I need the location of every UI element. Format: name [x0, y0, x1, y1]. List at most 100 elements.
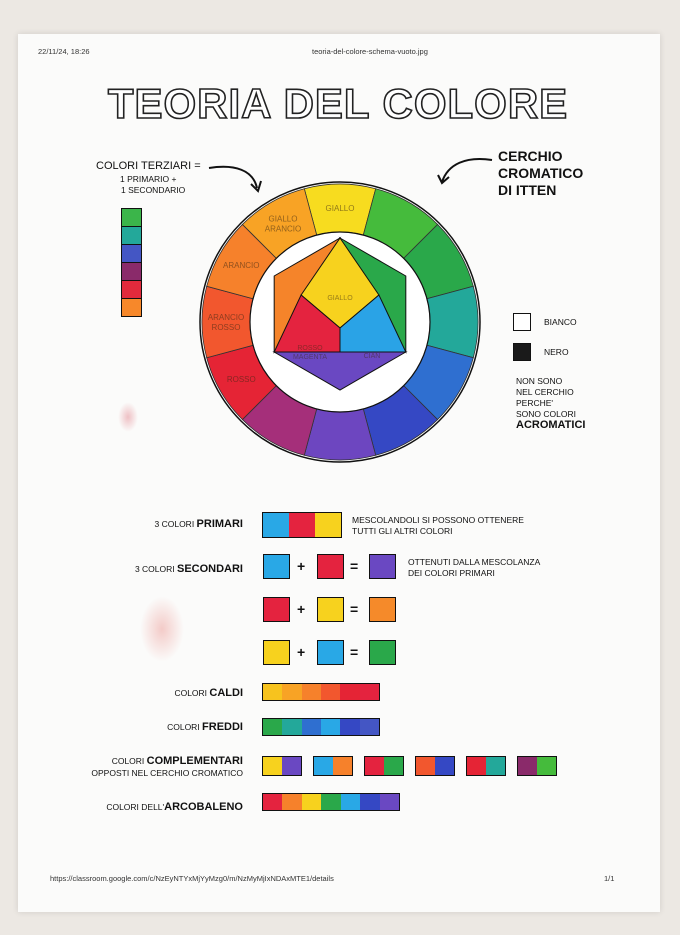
color-swatch — [340, 719, 360, 735]
color-swatch — [263, 719, 283, 735]
tertiary-line1: 1 PRIMARIO + — [120, 174, 177, 184]
cool-prefix: COLORI — [167, 722, 203, 732]
color-swatch — [315, 513, 341, 537]
hexagon-primary-label: MAGENTA — [293, 354, 327, 361]
color-swatch — [282, 794, 302, 810]
complementary-pair — [364, 756, 404, 776]
achromatic-note-4: SONO COLORI — [516, 409, 576, 419]
mix-result — [369, 640, 396, 665]
achromatic-note-2: NEL CERCHIO — [516, 387, 574, 397]
wheel-segment-label: ARANCIO — [265, 224, 301, 233]
complementary-pair — [313, 756, 353, 776]
color-swatch — [435, 757, 454, 775]
tertiary-swatch — [121, 262, 142, 281]
warm-label: COLORI CALDI — [174, 687, 243, 699]
mix-color-b — [317, 597, 344, 622]
color-swatch — [340, 684, 360, 700]
secondary-bold: SECONDARI — [176, 563, 243, 575]
complementary-pair — [517, 756, 557, 776]
wheel-segment-label: ARANCIO — [223, 261, 259, 270]
secondary-note: OTTENUTI DALLA MESCOLANZA DEI COLORI PRI… — [408, 557, 540, 579]
primary-label: 3 COLORI PRIMARI — [155, 518, 244, 530]
achromatic-note-1: NON SONO — [516, 376, 563, 386]
warm-prefix: COLORI — [174, 688, 210, 698]
hexagon-primary-triangle — [339, 294, 407, 353]
mix-color-a — [263, 554, 290, 579]
color-swatch — [314, 757, 333, 775]
plus-sign: + — [297, 558, 306, 574]
primary-prefix: 3 COLORI — [154, 519, 197, 529]
primary-note-1: MESCOLANDOLI SI POSSONO OTTENERE — [352, 515, 524, 525]
wheel-segment-label: GIALLO — [269, 214, 298, 223]
hexagon-primary-label: CIAN — [364, 353, 381, 360]
rainbow-colors-strip — [262, 793, 400, 811]
color-swatch — [263, 794, 283, 810]
color-swatch — [379, 794, 399, 810]
page-title: TEORIA DEL COLORE — [107, 79, 568, 126]
color-swatch — [384, 757, 403, 775]
white-swatch — [513, 313, 531, 331]
equals-sign: = — [350, 644, 359, 660]
color-swatch — [518, 757, 537, 775]
color-swatch — [359, 684, 379, 700]
wheel-segment-label: ROSSO — [212, 323, 241, 332]
svg-text:TEORIA DEL COLORE: TEORIA DEL COLORE — [108, 80, 568, 126]
secondary-note-1: OTTENUTI DALLA MESCOLANZA — [408, 557, 541, 567]
itten-line1: CERCHIO — [498, 148, 563, 164]
achromatic-note-5: ACROMATICI — [516, 419, 586, 431]
primary-note-2: TUTTI GLI ALTRI COLORI — [352, 526, 453, 536]
color-swatch — [282, 757, 301, 775]
tertiary-swatch — [121, 244, 142, 263]
mix-result — [369, 554, 396, 579]
color-swatch — [301, 719, 321, 735]
color-swatch — [340, 794, 361, 810]
color-swatch — [282, 719, 302, 735]
primary-colors-strip — [262, 512, 342, 538]
color-swatch — [467, 757, 486, 775]
tertiary-color-column — [121, 208, 142, 317]
hexagon-primary-label: GIALLO — [327, 295, 353, 302]
white-label: BIANCO — [544, 317, 577, 327]
mix-color-a — [263, 597, 290, 622]
color-swatch — [537, 757, 556, 775]
stain-mark — [118, 402, 138, 432]
itten-color-wheel: GIALLOROSSOARANCIOROSSOARANCIOGIALLOARAN… — [199, 181, 481, 463]
complementary-pair — [415, 756, 455, 776]
color-swatch — [301, 684, 321, 700]
hexagon-primary-label: ROSSO — [297, 345, 323, 352]
secondary-note-2: DEI COLORI PRIMARI — [408, 568, 495, 578]
wheel-segment-label: ARANCIO — [208, 313, 244, 322]
color-swatch — [263, 513, 289, 537]
achromatic-note-3: PERCHE' — [516, 398, 554, 408]
rainbow-prefix: COLORI DELL' — [106, 802, 165, 812]
footer-url: https://classroom.google.com/c/NzEyNTYxM… — [50, 874, 334, 883]
equals-sign: = — [350, 601, 359, 617]
complementary-prefix: COLORI — [111, 756, 147, 766]
tertiary-line2: 1 SECONDARIO — [121, 185, 186, 195]
color-swatch — [333, 757, 352, 775]
tertiary-swatch — [121, 280, 142, 299]
itten-line2: CROMATICO — [498, 165, 584, 181]
complementary-pair — [262, 756, 302, 776]
wheel-segment-label: ROSSO — [227, 375, 256, 384]
color-swatch — [263, 684, 283, 700]
plus-sign: + — [297, 644, 306, 660]
cool-bold: FREDDI — [202, 721, 243, 733]
color-swatch — [365, 757, 384, 775]
secondary-prefix: 3 COLORI — [134, 564, 177, 574]
color-swatch — [360, 794, 380, 810]
color-swatch — [301, 794, 322, 810]
rainbow-bold: ARCOBALENO — [164, 801, 243, 813]
print-filename: teoria-del-colore-schema-vuoto.jpg — [312, 47, 428, 56]
complementary-pair — [466, 756, 506, 776]
warm-bold: CALDI — [209, 687, 243, 699]
mix-color-b — [317, 640, 344, 665]
mix-color-a — [263, 640, 290, 665]
tertiary-arrow — [208, 165, 262, 193]
black-swatch — [513, 343, 531, 361]
color-swatch — [486, 757, 505, 775]
complementary-line2: OPPOSTI NEL CERCHIO CROMATICO — [91, 768, 243, 778]
color-swatch — [359, 719, 379, 735]
complementary-bold: COMPLEMENTARI — [146, 755, 243, 767]
print-datetime: 22/11/24, 18:26 — [38, 47, 90, 56]
